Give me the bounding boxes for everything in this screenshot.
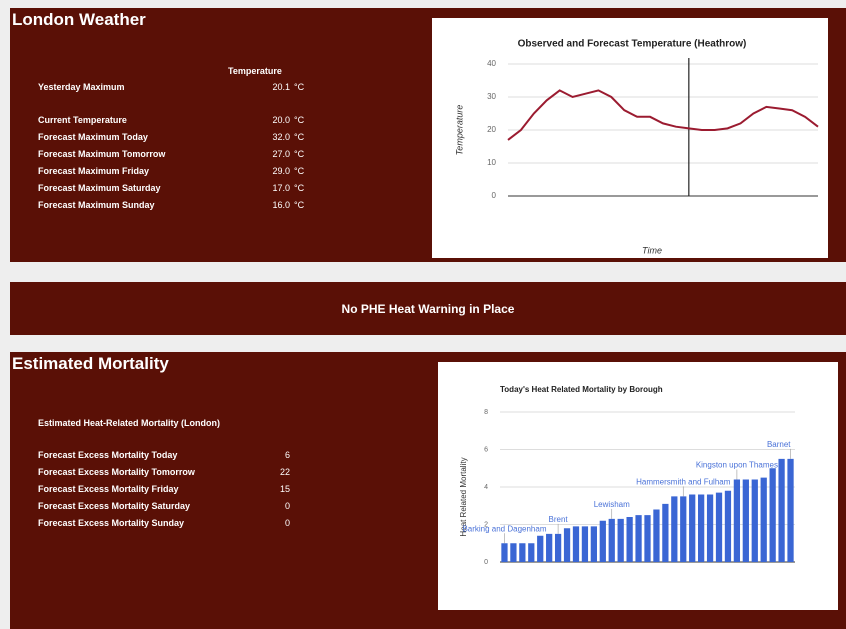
- bar: [581, 526, 589, 562]
- y-tick-label: 40: [487, 59, 496, 68]
- mortality-chart: Today's Heat Related Mortality by Boroug…: [459, 385, 795, 566]
- table-header: Estimated Heat-Related Mortality (London…: [38, 418, 221, 428]
- y-axis-label: Heat Related Mortality: [459, 457, 468, 536]
- bar: [653, 509, 660, 562]
- row-label: Forecast Maximum Friday: [38, 166, 150, 176]
- row-unit: °C: [294, 115, 305, 125]
- row-unit: °C: [294, 183, 305, 193]
- bar: [572, 526, 580, 562]
- bar: [563, 528, 571, 562]
- temperature-line: [507, 89, 819, 141]
- chart-box: Today's Heat Related Mortality by Boroug…: [438, 362, 838, 610]
- bar-annotation: Barking and Dagenham: [462, 524, 546, 533]
- bar: [644, 515, 651, 562]
- bar: [689, 494, 696, 562]
- bar: [635, 515, 642, 562]
- row-value: 17.0: [272, 183, 290, 193]
- row-label: Forecast Excess Mortality Tomorrow: [38, 467, 195, 477]
- y-axis-label: Temperature: [454, 105, 464, 156]
- row-value: 6: [284, 450, 290, 460]
- row-value: 0: [284, 518, 290, 528]
- row-label: Forecast Excess Mortality Saturday: [38, 501, 191, 511]
- y-tick-label: 0: [484, 559, 488, 566]
- bar-annotation: Hammersmith and Fulham: [636, 477, 731, 486]
- warning-banner: No PHE Heat Warning in Place: [10, 282, 846, 335]
- bar: [680, 496, 687, 562]
- bar: [528, 543, 535, 562]
- panel-title: Estimated Mortality: [12, 354, 169, 373]
- bar: [608, 518, 615, 562]
- bar: [662, 503, 669, 562]
- row-value: 15: [279, 484, 290, 494]
- temperature-chart: Observed and Forecast Temperature (Heath…: [454, 39, 819, 255]
- chart-box: Observed and Forecast Temperature (Heath…: [432, 18, 828, 258]
- bar-annotation: Kingston upon Thames: [696, 461, 778, 470]
- y-tick-label: 6: [484, 446, 488, 453]
- bar: [706, 494, 714, 562]
- row-label: Forecast Maximum Sunday: [38, 200, 155, 210]
- row-label: Current Temperature: [38, 115, 127, 125]
- mortality-panel: Estimated Mortality Estimated Heat-Relat…: [10, 352, 846, 629]
- chart-title: Today's Heat Related Mortality by Boroug…: [500, 385, 663, 394]
- row-value: 20.1: [272, 82, 290, 92]
- row-label: Forecast Excess Mortality Today: [38, 450, 178, 460]
- bar: [724, 490, 732, 562]
- row-value: 32.0: [272, 132, 290, 142]
- bar: [546, 533, 553, 562]
- bar: [510, 543, 517, 562]
- row-unit: °C: [294, 166, 305, 176]
- bar: [617, 518, 624, 562]
- bar-annotation: Barnet: [767, 440, 791, 449]
- bar: [751, 479, 758, 562]
- bar: [698, 494, 705, 562]
- bar: [715, 492, 723, 562]
- row-unit: °C: [294, 149, 305, 159]
- bar: [733, 479, 741, 562]
- row-label: Forecast Excess Mortality Sunday: [38, 518, 185, 528]
- row-value: 22: [279, 467, 290, 477]
- y-tick-label: 8: [484, 409, 488, 416]
- bar: [671, 496, 678, 562]
- row-unit: °C: [294, 200, 305, 210]
- row-label: Forecast Maximum Today: [38, 132, 148, 142]
- y-tick-label: 20: [487, 125, 496, 134]
- row-unit: °C: [294, 132, 305, 142]
- row-value: 20.0: [272, 115, 290, 125]
- row-label: Forecast Maximum Tomorrow: [38, 149, 166, 159]
- bar: [778, 458, 785, 562]
- bar: [787, 458, 794, 562]
- bar-annotation: Brent: [549, 515, 569, 524]
- row-unit: °C: [294, 82, 305, 92]
- bar: [554, 533, 562, 562]
- y-tick-label: 2: [484, 521, 488, 528]
- row-label: Yesterday Maximum: [38, 82, 125, 92]
- y-tick-label: 30: [487, 92, 496, 101]
- chart-title: Observed and Forecast Temperature (Heath…: [518, 39, 747, 50]
- bar: [626, 517, 633, 562]
- row-value: 0: [284, 501, 290, 511]
- bar: [769, 468, 776, 562]
- y-tick-label: 10: [487, 158, 496, 167]
- row-label: Forecast Excess Mortality Friday: [38, 484, 179, 494]
- row-value: 27.0: [272, 149, 290, 159]
- bar: [537, 535, 544, 562]
- weather-panel: London Weather Temperature Yesterday Maxi…: [10, 8, 846, 262]
- column-header: Temperature: [228, 66, 282, 76]
- bar: [742, 479, 749, 562]
- bar: [599, 520, 606, 562]
- row-label: Forecast Maximum Saturday: [38, 183, 161, 193]
- x-axis-label: Time: [642, 245, 662, 255]
- y-tick-label: 0: [492, 191, 497, 200]
- bar: [590, 526, 597, 562]
- row-value: 16.0: [272, 200, 290, 210]
- bar-annotation: Lewisham: [594, 500, 630, 509]
- row-value: 29.0: [272, 166, 290, 176]
- bar: [519, 543, 526, 562]
- bar: [760, 477, 767, 562]
- y-tick-label: 4: [484, 484, 488, 491]
- bar: [501, 543, 508, 562]
- panel-title: London Weather: [12, 10, 146, 29]
